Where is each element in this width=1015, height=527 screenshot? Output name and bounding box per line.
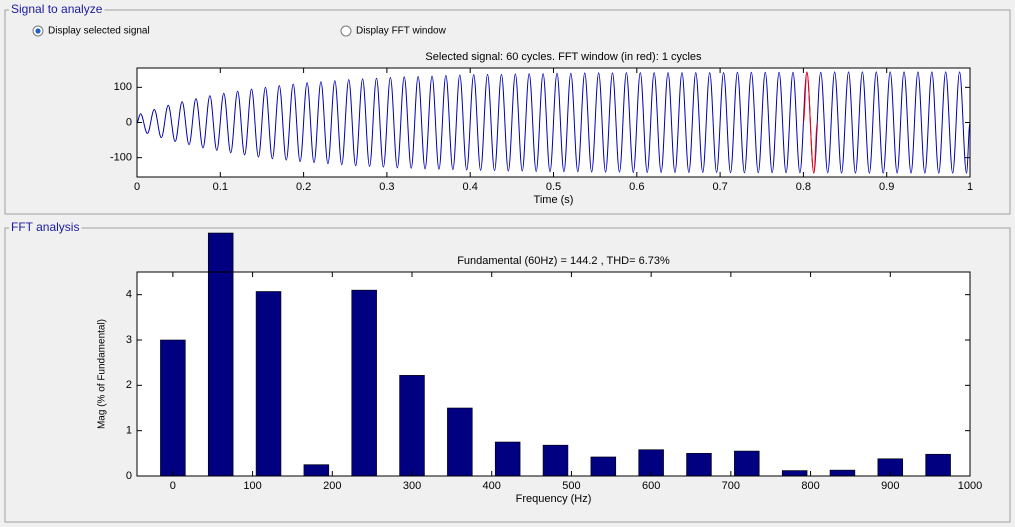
- x-tick-label: 500: [562, 480, 580, 492]
- axes-frame: [136, 271, 971, 477]
- radio-label[interactable]: Display FFT window: [356, 26, 447, 37]
- bar: [686, 453, 712, 477]
- radio-button[interactable]: Display FFT window: [340, 25, 447, 37]
- x-tick-label: 900: [881, 480, 899, 492]
- y-tick-label: 100: [114, 81, 132, 93]
- x-tick-label: 200: [323, 480, 341, 492]
- x-tick-label: 1000: [958, 480, 982, 492]
- x-tick-label: 0.2: [296, 181, 311, 193]
- bar: [829, 469, 856, 477]
- x-tick-label: 0.3: [379, 181, 394, 193]
- x-tick-label: 700: [722, 480, 740, 492]
- bar: [303, 464, 330, 477]
- x-tick-label: 0.6: [629, 181, 644, 193]
- x-tick-label: 0: [134, 181, 140, 193]
- bar: [542, 444, 569, 477]
- bar: [925, 453, 951, 477]
- panel-frame: [4, 227, 1011, 523]
- bar: [351, 289, 377, 477]
- y-axis-label: Mag (% of Fundamental): [97, 319, 108, 429]
- radio-button[interactable]: Display selected signal: [32, 25, 150, 37]
- radio-label[interactable]: Display selected signal: [48, 26, 150, 37]
- panel-frame: [4, 9, 1011, 215]
- bar: [207, 232, 234, 477]
- y-tick-label: -100: [110, 152, 132, 164]
- x-tick-label: 0.4: [463, 181, 478, 193]
- bar: [734, 450, 760, 477]
- y-tick-label: 2: [126, 379, 132, 391]
- signal-line: [137, 71, 970, 174]
- x-tick-label: 0.7: [712, 181, 727, 193]
- y-tick-label: 0: [126, 470, 132, 482]
- bar: [160, 339, 186, 477]
- bar: [255, 291, 282, 477]
- x-tick-label: 0.8: [796, 181, 811, 193]
- x-tick-label: 800: [801, 480, 819, 492]
- y-tick-label: 3: [126, 334, 132, 346]
- x-tick-label: 1: [967, 181, 973, 193]
- panel-title: FFT analysis: [11, 220, 79, 234]
- x-tick-label: 0.1: [213, 181, 228, 193]
- y-tick-label: 1: [126, 425, 132, 437]
- panel-title-bg: [9, 221, 82, 235]
- x-tick-label: 0.5: [546, 181, 561, 193]
- x-axis-label: Time (s): [534, 194, 574, 206]
- x-tick-label: 300: [403, 480, 421, 492]
- panel-title: Signal to analyze: [11, 2, 103, 16]
- bar: [447, 407, 473, 477]
- y-tick-label: 0: [126, 116, 132, 128]
- x-axis-label: Frequency (Hz): [516, 493, 592, 505]
- bar: [494, 441, 521, 477]
- radio-dot[interactable]: [35, 28, 41, 34]
- chart-title: Fundamental (60Hz) = 144.2 , THD= 6.73%: [457, 255, 670, 267]
- x-tick-label: 600: [642, 480, 660, 492]
- signal-line: [802, 71, 818, 174]
- chart-title: Selected signal: 60 cycles. FFT window (…: [425, 51, 702, 63]
- bar: [590, 456, 617, 477]
- y-tick-label: 4: [126, 289, 132, 301]
- x-tick-label: 400: [483, 480, 501, 492]
- bar: [781, 470, 808, 477]
- x-tick-label: 0: [170, 480, 176, 492]
- panel-title-bg: [9, 3, 105, 17]
- x-tick-label: 100: [243, 480, 261, 492]
- radio-circle[interactable]: [340, 25, 352, 37]
- bar: [399, 375, 425, 477]
- x-tick-label: 0.9: [879, 181, 894, 193]
